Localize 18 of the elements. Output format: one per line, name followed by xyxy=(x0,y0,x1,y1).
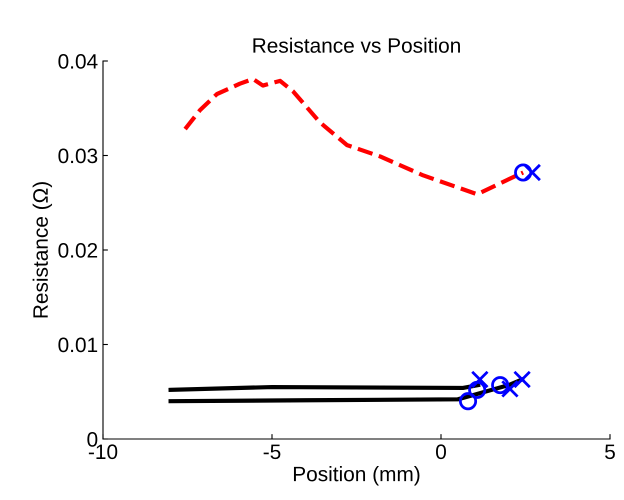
x-tick-label: 5 xyxy=(605,444,615,460)
y-tick-label: 0.01 xyxy=(58,338,98,352)
y-tick-label: 0.02 xyxy=(58,243,98,258)
point xyxy=(513,370,532,388)
x-tick-label: -5 xyxy=(264,444,280,460)
point xyxy=(491,376,510,394)
y-axis-title: Resistance (Ω) xyxy=(32,182,52,318)
point xyxy=(523,163,542,182)
point xyxy=(459,392,478,410)
point xyxy=(470,370,489,388)
point xyxy=(500,380,519,398)
point xyxy=(514,163,532,182)
y-tick-label: 0.04 xyxy=(58,54,98,69)
y-tick-label: 0.03 xyxy=(58,148,98,164)
chart-title: Resistance vs Position xyxy=(253,38,460,53)
x-axis-title: Position (mm) xyxy=(294,466,420,486)
point xyxy=(468,380,486,399)
x-tick-label: 0 xyxy=(436,444,446,460)
